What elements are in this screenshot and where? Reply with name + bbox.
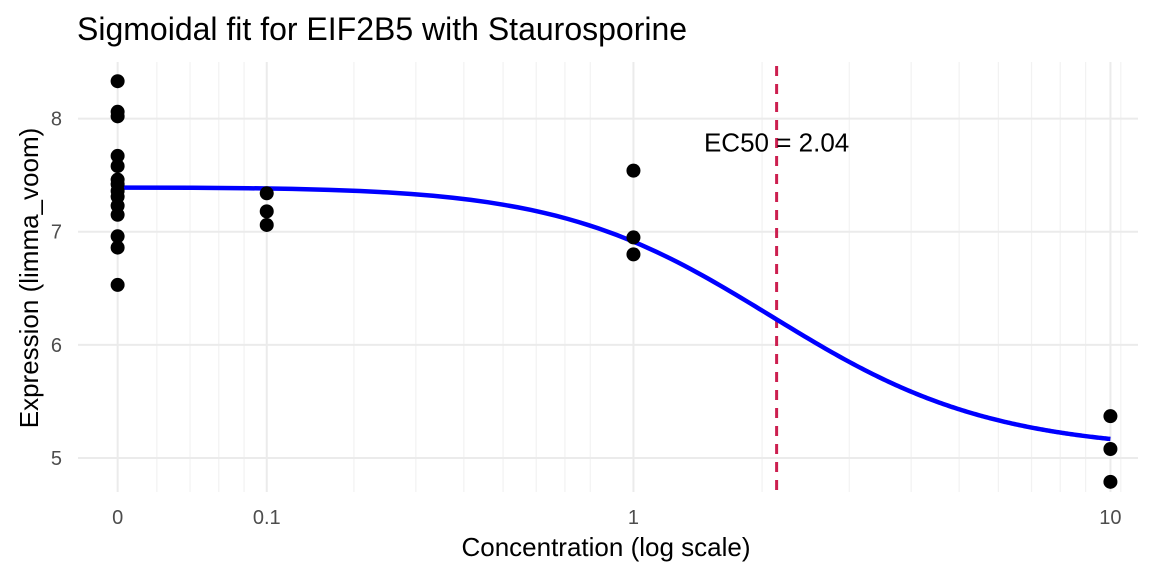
data-point	[110, 74, 125, 89]
data-point	[626, 163, 641, 178]
y-tick-label: 8	[51, 109, 62, 131]
x-tick-label: 10	[1099, 507, 1121, 529]
data-point	[110, 277, 125, 292]
data-point	[1103, 409, 1118, 424]
data-point	[110, 148, 125, 163]
data-point	[110, 109, 125, 124]
data-point	[110, 229, 125, 244]
annotation-layer: EC50 = 2.04	[704, 127, 849, 157]
fit-layer	[117, 185, 1112, 442]
data-point	[259, 186, 274, 201]
data-point	[259, 217, 274, 232]
x-tick-label: 1	[628, 507, 639, 529]
data-point	[110, 159, 125, 174]
fit-curve	[117, 185, 1112, 442]
y-axis-title: Expression (limma_voom)	[14, 128, 44, 429]
data-point	[110, 240, 125, 255]
y-tick-label: 7	[51, 222, 62, 244]
data-point	[110, 207, 125, 222]
data-point	[1103, 474, 1118, 489]
y-tick-label: 6	[51, 335, 62, 357]
y-tick-labels: 5 6 7 8	[51, 109, 62, 470]
x-tick-label: 0.1	[253, 507, 281, 529]
data-point	[626, 230, 641, 245]
data-point	[626, 247, 641, 262]
x-tick-label: 0	[112, 507, 123, 529]
y-tick-label: 5	[51, 448, 62, 470]
x-axis-title: Concentration (log scale)	[461, 532, 750, 562]
x-tick-labels: 0 0.1 1 10	[112, 507, 1121, 529]
grid	[78, 62, 1138, 492]
ec50-annotation: EC50 = 2.04	[704, 127, 849, 157]
points-layer	[110, 74, 1118, 489]
chart-title: Sigmoidal fit for EIF2B5 with Staurospor…	[77, 11, 687, 47]
data-point	[1103, 442, 1118, 456]
data-point	[259, 204, 274, 219]
